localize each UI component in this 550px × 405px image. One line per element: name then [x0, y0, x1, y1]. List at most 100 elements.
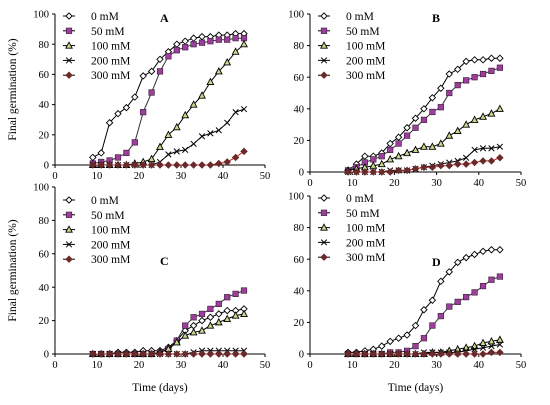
- legend-marker: [320, 253, 328, 261]
- data-point: [198, 133, 206, 140]
- data-point: [206, 77, 215, 86]
- data-point: [471, 74, 478, 81]
- data-point: [164, 130, 173, 138]
- data-point: [240, 287, 248, 294]
- x-tick-label: 40: [474, 178, 485, 189]
- data-point: [369, 350, 378, 358]
- y-tick-label: 100: [33, 183, 49, 194]
- data-point: [420, 116, 428, 123]
- y-tick-label: 0: [44, 161, 49, 172]
- legend-marker: [65, 196, 73, 204]
- data-point: [114, 350, 122, 358]
- data-point: [114, 109, 122, 118]
- x-tick-label: 30: [176, 171, 187, 182]
- data-point: [462, 57, 470, 66]
- data-point: [361, 350, 369, 358]
- legend-label: 50 mM: [346, 208, 380, 220]
- data-point: [215, 36, 222, 43]
- x-tick-label: 40: [218, 360, 229, 371]
- legend-marker: [65, 71, 73, 79]
- legend-label: 200 mM: [346, 55, 385, 67]
- y-tick-label: 20: [39, 130, 50, 141]
- data-point: [453, 65, 462, 74]
- data-point: [403, 166, 411, 175]
- data-point: [240, 309, 248, 317]
- data-point: [131, 161, 139, 169]
- data-point: [223, 314, 232, 322]
- x-tick-label: 50: [260, 360, 271, 371]
- data-point: [479, 112, 487, 120]
- data-point: [369, 168, 378, 176]
- x-tick-label: 0: [52, 360, 57, 371]
- data-point: [428, 296, 437, 305]
- x-tick-label: 30: [431, 360, 442, 371]
- data-point: [454, 298, 461, 305]
- data-point: [496, 64, 504, 71]
- data-point: [139, 161, 147, 169]
- data-point: [123, 149, 130, 157]
- data-point: [182, 322, 189, 329]
- chart-panel-b: 0 10 20 30 40 50 0 20 40 60 80 100 B 0 mM 50 mM 100 mM 2…: [288, 10, 526, 189]
- data-point: [223, 158, 231, 166]
- data-point: [487, 337, 496, 345]
- data-point: [207, 130, 214, 137]
- data-point: [495, 335, 504, 343]
- data-point: [403, 132, 411, 139]
- data-point: [471, 346, 478, 353]
- data-point: [198, 310, 206, 318]
- legend-label: 200 mM: [346, 237, 385, 249]
- legend-label: 100 mM: [346, 223, 385, 235]
- data-point: [488, 67, 495, 74]
- data-point: [496, 348, 504, 357]
- legend-marker: [320, 209, 328, 216]
- data-point: [198, 316, 206, 325]
- x-tick-label: 0: [52, 171, 57, 182]
- x-tick-label: 10: [92, 360, 103, 371]
- data-point: [470, 250, 479, 259]
- y-tick-label: 60: [294, 255, 305, 266]
- data-point: [462, 120, 471, 128]
- data-point: [344, 350, 352, 358]
- legend-marker: [65, 211, 73, 218]
- data-point: [181, 110, 190, 119]
- data-point: [411, 165, 420, 173]
- y-tick-label: 20: [39, 316, 50, 327]
- data-point: [189, 350, 198, 358]
- data-point: [445, 161, 453, 170]
- data-point: [189, 321, 198, 330]
- legend-label: 300 mM: [346, 252, 385, 264]
- data-point: [206, 161, 215, 169]
- data-point: [462, 160, 470, 168]
- data-point: [190, 140, 197, 148]
- data-point: [232, 290, 239, 297]
- data-point: [488, 145, 495, 152]
- data-point: [378, 153, 385, 160]
- data-point: [215, 300, 222, 308]
- data-point: [487, 157, 496, 165]
- data-point: [89, 153, 97, 162]
- legend-marker: [65, 27, 73, 34]
- data-point: [156, 55, 164, 64]
- data-point: [215, 310, 223, 318]
- data-point: [412, 342, 419, 350]
- data-point: [190, 314, 197, 321]
- legend-label: 50 mM: [91, 210, 125, 222]
- data-point: [223, 350, 231, 358]
- data-point: [173, 148, 180, 155]
- data-point: [215, 127, 222, 134]
- data-point: [232, 35, 239, 42]
- legend-marker: [320, 239, 328, 246]
- data-point: [156, 142, 164, 150]
- data-point: [453, 126, 462, 134]
- data-point: [198, 326, 206, 334]
- data-point: [240, 39, 248, 48]
- data-point: [453, 160, 462, 168]
- data-point: [139, 72, 147, 80]
- series-line: [348, 276, 501, 355]
- data-point: [173, 47, 180, 54]
- data-point: [496, 245, 504, 254]
- data-point: [394, 166, 403, 175]
- x-axis-label: Time (days): [388, 382, 444, 394]
- data-point: [411, 350, 420, 358]
